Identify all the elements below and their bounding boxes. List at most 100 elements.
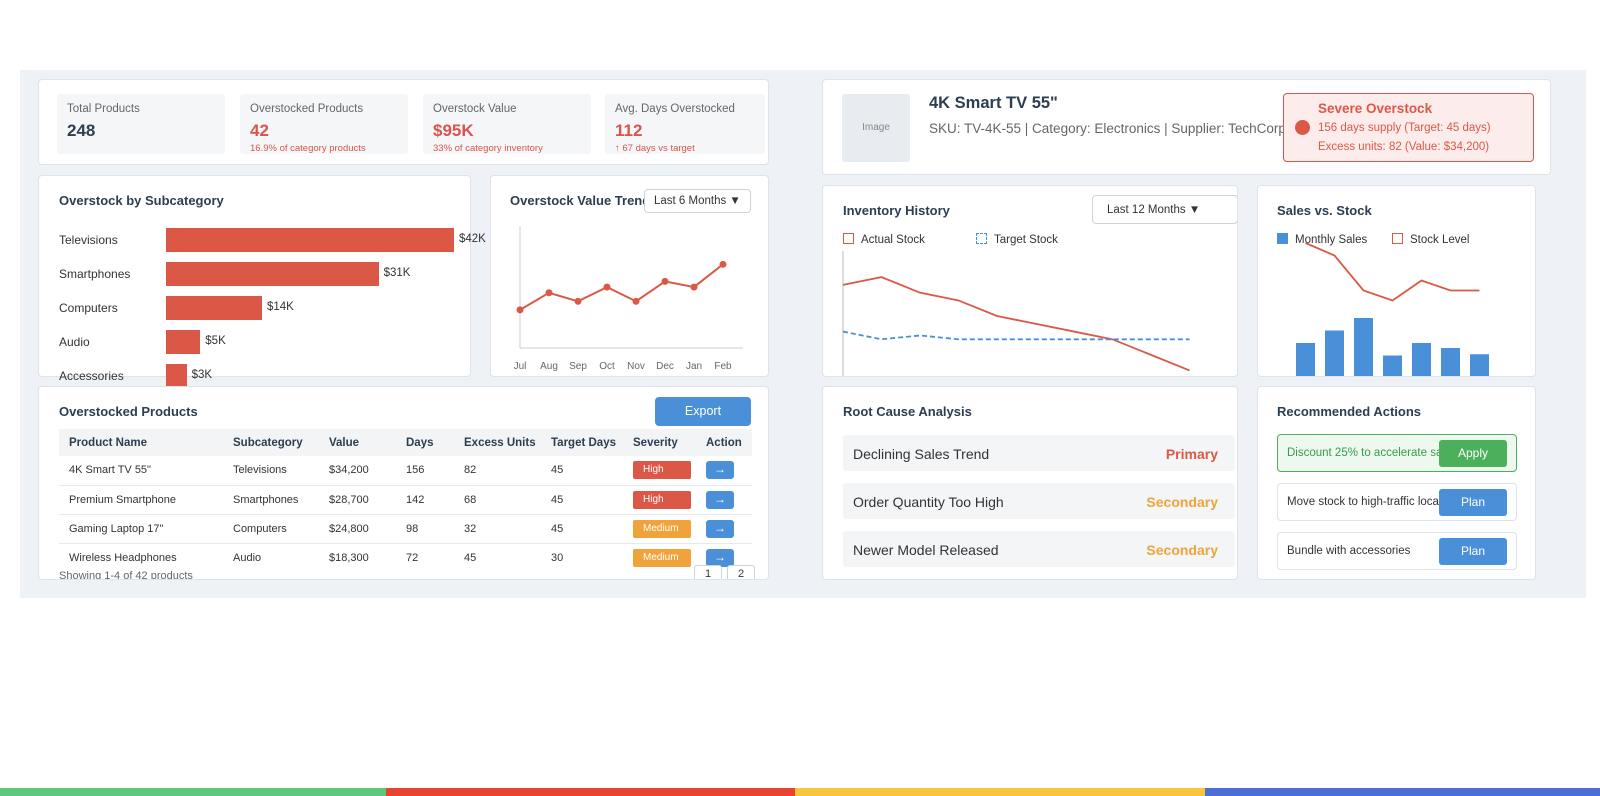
cell-excess: 82 xyxy=(454,456,541,486)
column-header[interactable]: Excess Units xyxy=(454,429,541,456)
x-tick-label: Feb xyxy=(714,361,732,372)
product-header-card: Image 4K Smart TV 55" SKU: TV-4K-55 | Ca… xyxy=(822,79,1551,175)
column-header[interactable]: Product Name xyxy=(59,429,223,456)
kpi-total-products: Total Products 248 xyxy=(57,94,225,154)
alert-line-2: Excess units: 82 (Value: $34,200) xyxy=(1318,141,1490,153)
trend-range-dropdown[interactable]: Last 6 Months ▼ xyxy=(644,189,751,213)
column-header[interactable]: Days xyxy=(396,429,454,456)
x-tick-label: Sep xyxy=(569,361,587,372)
kpi-value: 112 xyxy=(615,121,643,140)
action-item-discount: Discount 25% to accelerate sales Apply xyxy=(1277,434,1517,472)
legend-label: Target Stock xyxy=(994,234,1058,246)
cell-name: Premium Smartphone xyxy=(59,485,223,515)
cell-severity: Medium xyxy=(623,514,696,544)
legend-swatch xyxy=(1277,233,1288,244)
view-product-button[interactable]: → xyxy=(706,548,734,567)
cell-days: 98 xyxy=(396,514,454,544)
cell-severity: Medium xyxy=(623,543,696,572)
kpi-sub: 16.9% of category products xyxy=(250,143,366,154)
page-button-2[interactable]: 2 xyxy=(727,565,755,579)
column-header[interactable]: Target Days xyxy=(541,429,623,456)
plan-button[interactable]: Plan xyxy=(1439,489,1507,516)
column-header[interactable]: Action xyxy=(696,429,752,456)
trend-point xyxy=(603,283,611,291)
legend-swatch xyxy=(976,233,987,244)
kpi-sub: 33% of category inventory xyxy=(433,143,543,154)
inventory-history-chart xyxy=(842,251,1190,376)
bar-category-label: Audio xyxy=(59,335,90,349)
product-meta: SKU: TV-4K-55 | Category: Electronics | … xyxy=(929,121,1286,136)
page-button-1[interactable]: 1 xyxy=(694,565,722,579)
sales-vs-stock-title: Sales vs. Stock xyxy=(1277,203,1372,218)
root-cause-item: Declining Sales Trend Primary xyxy=(843,435,1235,471)
cell-days: 156 xyxy=(396,456,454,486)
color-strip-red xyxy=(386,788,795,796)
trend-point xyxy=(516,306,524,314)
legend-label: Stock Level xyxy=(1410,234,1470,246)
table-row[interactable]: 4K Smart TV 55" Televisions $34,200 156 … xyxy=(59,456,752,486)
color-strip-green xyxy=(0,788,386,796)
table-row[interactable]: Gaming Laptop 17" Computers $24,800 98 3… xyxy=(59,514,752,544)
cell-name: Gaming Laptop 17" xyxy=(59,514,223,544)
cell-action: → xyxy=(696,485,752,515)
legend-swatch xyxy=(843,233,854,244)
subcategory-bar[interactable] xyxy=(166,364,187,388)
subcategory-bar[interactable] xyxy=(166,330,201,354)
table-header-row: Product Name Subcategory Value Days Exce… xyxy=(59,429,752,456)
cell-action: → xyxy=(696,456,752,486)
root-cause-tag: Primary xyxy=(1165,446,1218,462)
column-header[interactable]: Subcategory xyxy=(223,429,319,456)
cell-target: 45 xyxy=(541,485,623,515)
trend-point xyxy=(632,297,640,305)
subcategory-bar[interactable] xyxy=(166,228,454,252)
monthly-sales-bar xyxy=(1441,348,1460,376)
x-tick-label: Oct xyxy=(599,361,615,372)
cell-value: $34,200 xyxy=(319,456,396,486)
x-tick-label: Aug xyxy=(540,361,558,372)
table-row[interactable]: Premium Smartphone Smartphones $28,700 1… xyxy=(59,485,752,515)
view-product-button[interactable]: → xyxy=(706,461,734,480)
cell-subcategory: Audio xyxy=(233,551,262,564)
alert-line-1: 156 days supply (Target: 45 days) xyxy=(1318,122,1491,134)
apply-button[interactable]: Apply xyxy=(1439,440,1507,467)
column-header[interactable]: Severity xyxy=(623,429,696,456)
x-tick-label: Jan xyxy=(686,361,702,372)
trend-line-chart: Jul Aug Sep Oct Nov Dec Jan Feb xyxy=(514,226,743,372)
legend-target-stock: Target Stock xyxy=(976,233,1058,246)
bar-category-label: Televisions xyxy=(59,233,118,247)
severity-badge: High xyxy=(633,490,691,509)
cell-action: → xyxy=(696,543,752,572)
history-range-dropdown[interactable]: Last 12 Months ▼ xyxy=(1092,195,1237,224)
severity-badge: Medium xyxy=(633,519,691,538)
bar-category-label: Computers xyxy=(59,301,118,315)
column-header[interactable]: Value xyxy=(319,429,396,456)
monthly-sales-bar xyxy=(1325,330,1344,376)
export-button[interactable]: Export xyxy=(655,397,751,426)
table-row[interactable]: Wireless Headphones Audio $18,300 72 45 … xyxy=(59,543,752,572)
subcategory-bar[interactable] xyxy=(166,262,379,286)
target-stock-line xyxy=(842,330,1190,341)
view-product-button[interactable]: → xyxy=(706,490,734,509)
legend-label: Actual Stock xyxy=(861,234,925,246)
action-item-bundle: Bundle with accessories Plan xyxy=(1277,532,1517,570)
bar-category-label: Accessories xyxy=(59,369,124,383)
bar-value-label: $5K xyxy=(205,335,226,347)
page-heading-clipped xyxy=(0,0,1600,14)
cell-days: 72 xyxy=(406,551,419,564)
action-item-move-stock: Move stock to high-traffic locations Pla… xyxy=(1277,483,1517,521)
view-product-button[interactable]: → xyxy=(706,519,734,538)
legend-stock-level: Stock Level xyxy=(1392,233,1469,246)
plan-button[interactable]: Plan xyxy=(1439,538,1507,565)
cell-value: $18,300 xyxy=(329,551,369,564)
trend-point xyxy=(661,277,669,285)
inventory-history-title: Inventory History xyxy=(843,203,950,218)
cell-excess: 32 xyxy=(454,514,541,544)
cell-days: 142 xyxy=(396,485,454,515)
legend-label: Monthly Sales xyxy=(1295,234,1368,246)
root-cause-tag: Secondary xyxy=(1146,542,1218,558)
bar-value-label: $14K xyxy=(267,301,294,313)
subcategory-bar[interactable] xyxy=(166,296,262,320)
x-tick-label: Nov xyxy=(627,361,645,372)
root-cause-text: Declining Sales Trend xyxy=(853,446,990,462)
root-cause-text: Newer Model Released xyxy=(853,542,999,558)
